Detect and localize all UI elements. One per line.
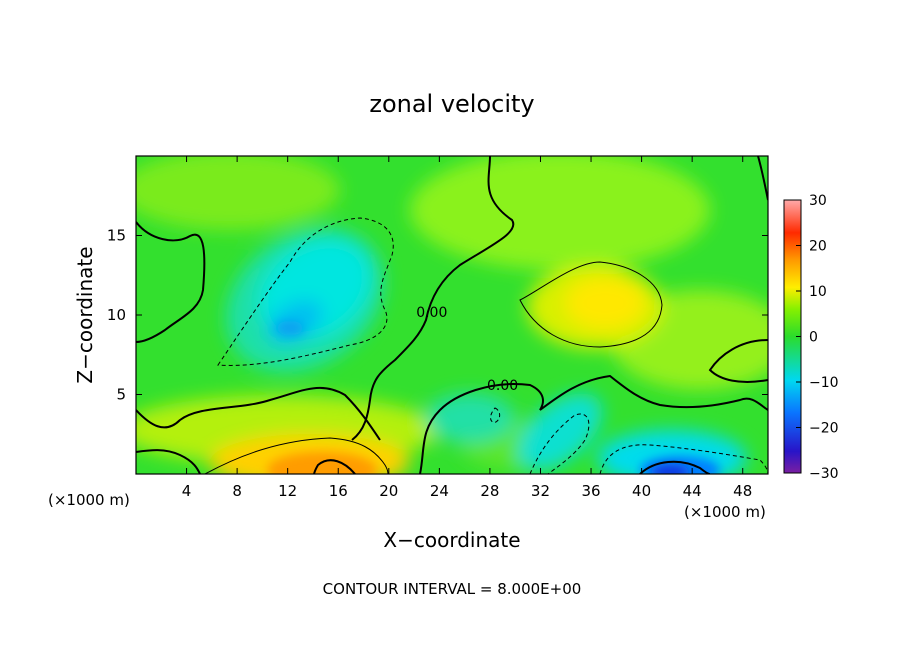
colorbar-tick-label: 20 [809,239,827,255]
x-axis-label: X−coordinate [383,528,520,552]
x-tick-label: 24 [430,482,449,500]
chart-title: zonal velocity [369,90,534,118]
colorbar-tick-label: −20 [809,421,839,437]
contour-label: 0.00 [487,378,518,394]
colorbar-tick-label: 10 [809,284,827,300]
x-tick-label: 20 [379,482,398,500]
contour-interval-note: CONTOUR INTERVAL = 8.000E+00 [323,580,582,598]
x-tick-label: 8 [232,482,242,500]
x-tick-label: 48 [733,482,752,500]
y-tick-label: 15 [107,227,126,245]
x-tick-label: 4 [182,482,192,500]
x-tick-label: 16 [329,482,348,500]
x-unit-right: (×1000 m) [684,503,766,521]
x-unit-left: (×1000 m) [48,491,130,509]
x-tick-label: 40 [632,482,651,500]
contour-lines [136,156,768,474]
x-tick-label: 32 [531,482,550,500]
colorbar-tick-label: −10 [809,375,839,391]
colorbar-tick-label: 0 [809,330,818,346]
colorbar-tick-label: −30 [809,466,839,482]
velocity-field [136,156,768,474]
colorbar: 30 20 10 0 −10 −20 −30 [783,193,839,482]
y-axis-label: Z−coordinate [73,246,97,383]
x-tick-label: 12 [278,482,297,500]
x-tick-label: 44 [683,482,702,500]
x-tick-label: 28 [480,482,499,500]
x-tick-label: 36 [581,482,600,500]
colorbar-ticks: 30 20 10 0 −10 −20 −30 [796,193,839,482]
y-tick-label: 5 [116,386,126,404]
contour-label: 0.00 [416,305,447,321]
contour-labels: 0.00 0.00 [416,305,518,394]
colorbar-tick-label: 30 [809,193,827,209]
y-tick-label: 10 [107,306,126,324]
